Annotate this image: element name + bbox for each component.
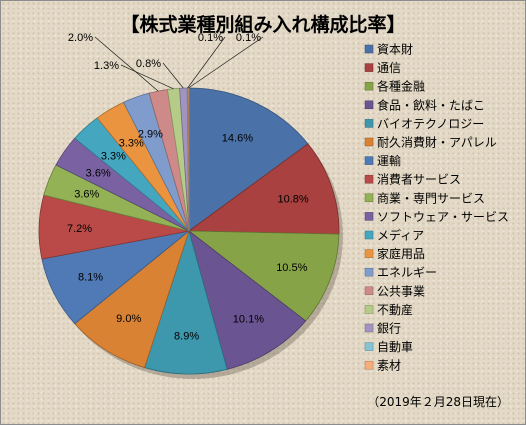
slice-label-8: 3.6%: [74, 189, 99, 201]
legend-swatch-12: [364, 267, 374, 277]
legend-swatch-7: [364, 174, 374, 184]
legend-label-3: 食品・飲料・たばこ: [377, 97, 485, 112]
slice-label-1: 10.8%: [277, 194, 308, 206]
leader-line-15: [162, 62, 184, 89]
pie-slice-2: [187, 230, 340, 322]
slice-label-9: 3.6%: [86, 168, 111, 180]
legend-label-0: 資本財: [377, 42, 413, 57]
legend-swatch-6: [364, 156, 374, 165]
legend-swatch-1: [364, 63, 374, 72]
pie-slice-1: [187, 143, 340, 235]
legend-label-14: 不動産: [377, 302, 413, 317]
legend-label-12: エネルギー: [377, 266, 437, 280]
legend-label-2: 各種金融: [377, 79, 425, 94]
leader-line-13: [94, 36, 159, 92]
legend-label-7: 消費者サービス: [377, 172, 461, 187]
legend-label-10: メディア: [377, 228, 424, 243]
legend-swatch-5: [364, 137, 374, 147]
slice-label-17: 0.1%: [236, 32, 261, 44]
slice-label-2: 10.5%: [276, 262, 307, 274]
legend-label-15: 銀行: [377, 322, 401, 336]
legend-label-1: 通信: [377, 61, 401, 75]
legend-swatch-9: [364, 212, 374, 221]
slice-label-4: 8.9%: [174, 330, 199, 342]
legend-label-4: バイオテクノロジー: [377, 117, 484, 131]
legend-swatch-4: [364, 119, 374, 128]
legend-swatch-0: [364, 44, 374, 54]
legend-label-17: 素材: [377, 359, 401, 373]
legend-label-5: 耐久消費財・アパレル: [377, 135, 497, 150]
legend-label-8: 商業・専門サービス: [377, 190, 485, 205]
slice-label-14: 1.3%: [94, 60, 119, 72]
legend-swatch-10: [364, 230, 374, 240]
slice-label-6: 8.1%: [78, 272, 103, 284]
legend-swatch-14: [364, 305, 374, 314]
slice-label-10: 3.3%: [101, 151, 126, 163]
slice-label-16: 0.1%: [198, 32, 223, 44]
leader-line-17: [188, 36, 264, 89]
slice-label-13: 2.0%: [68, 32, 93, 44]
legend-swatch-15: [364, 323, 374, 333]
legend-label-13: 公共事業: [377, 284, 425, 298]
date-note: （2019年２月28日現在）: [367, 395, 509, 409]
pie-slices: [38, 87, 340, 375]
legend-swatch-11: [364, 249, 374, 258]
legend-swatch-16: [364, 342, 374, 351]
legend-label-9: ソフトウェア・サービス: [377, 210, 509, 224]
slice-label-0: 14.6%: [222, 132, 253, 144]
leader-line-14: [120, 64, 174, 90]
slice-label-7: 7.2%: [67, 223, 92, 235]
chart-title: 【株式業種別組み入れ構成比率】: [120, 13, 405, 36]
legend-label-11: 家庭用品: [377, 246, 425, 261]
legend-swatch-8: [364, 193, 374, 203]
legend-swatch-13: [364, 286, 374, 296]
legend-swatch-2: [364, 81, 374, 91]
slice-label-15: 0.8%: [136, 58, 161, 70]
legend-label-16: 自動車: [377, 340, 413, 354]
pie-slice-3: [188, 229, 307, 370]
legend-swatch-17: [364, 360, 374, 370]
slice-label-12: 2.9%: [138, 128, 163, 140]
slice-label-3: 10.1%: [233, 314, 264, 326]
pie-slice-0: [188, 87, 309, 232]
slice-label-5: 9.0%: [116, 313, 141, 325]
legend-swatch-3: [364, 100, 374, 110]
slice-label-11: 3.3%: [119, 137, 144, 149]
pie-labels: 14.6% 10.8% 10.5% 10.1% 8.9% 9.0% 8.1% 7.2% 3.6%…: [67, 32, 309, 342]
legend-label-6: 運輸: [377, 153, 401, 168]
pie-slice-5: [74, 229, 190, 369]
pie-slice-4: [144, 229, 228, 375]
legend: 資本財通信各種金融食品・飲料・たばこバイオテクノロジー耐久消費財・アパレル運輸消…: [364, 42, 509, 373]
leader-line-16: [187, 36, 226, 89]
